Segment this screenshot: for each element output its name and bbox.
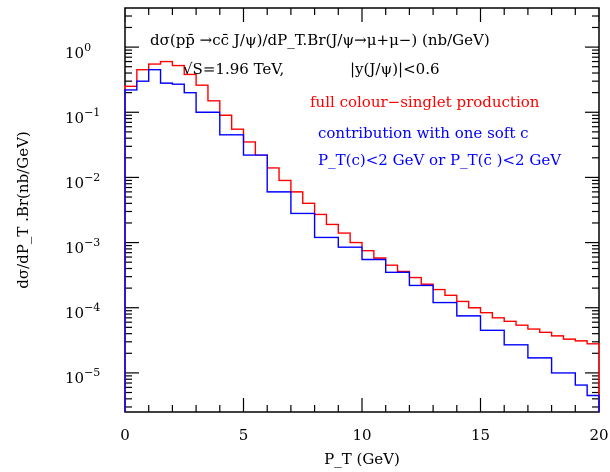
x-axis-label: P_T (GeV): [324, 450, 400, 468]
x-tick-label: 5: [239, 426, 249, 444]
y-axis-label: dσ/dP_T .Br(nb/GeV): [14, 131, 32, 289]
x-tick-label: 20: [589, 426, 608, 444]
chart-title: dσ(pp̄ →cc̄ J/ψ)/dP_T.Br(J/ψ→μ+μ−) (nb/G…: [150, 31, 490, 49]
y-tick-label: 10−3: [65, 236, 100, 257]
y-tick-label: 10−2: [65, 171, 100, 192]
x-tick-label: 10: [352, 426, 371, 444]
energy-label: √S=1.96 TeV,: [183, 60, 284, 78]
series-line-soft-c: [124, 68, 600, 412]
y-tick-label: 10−1: [65, 106, 100, 127]
y-tick-label: 100: [65, 41, 91, 62]
series-line-full-singlet: [124, 60, 600, 412]
rapidity-label: |y(J/ψ)|<0.6: [350, 60, 440, 78]
y-tick-label: 10−4: [65, 301, 100, 322]
legend-soft-c: contribution with one soft c: [318, 124, 529, 142]
x-tick-labels: 0 5 10 15 20: [120, 426, 608, 444]
legend-soft-c-condition: P_T(c)<2 GeV or P_T(c̄ )<2 GeV: [318, 151, 562, 169]
y-tick-labels: 100 10−1 10−2 10−3 10−4 10−5: [65, 41, 100, 387]
x-tick-label: 0: [120, 426, 130, 444]
y-tick-label: 10−5: [65, 366, 100, 387]
series-layer: [124, 60, 600, 412]
x-tick-label: 15: [471, 426, 490, 444]
axis-ticks: [124, 8, 600, 412]
legend-full-singlet: full colour−singlet production: [310, 93, 540, 111]
